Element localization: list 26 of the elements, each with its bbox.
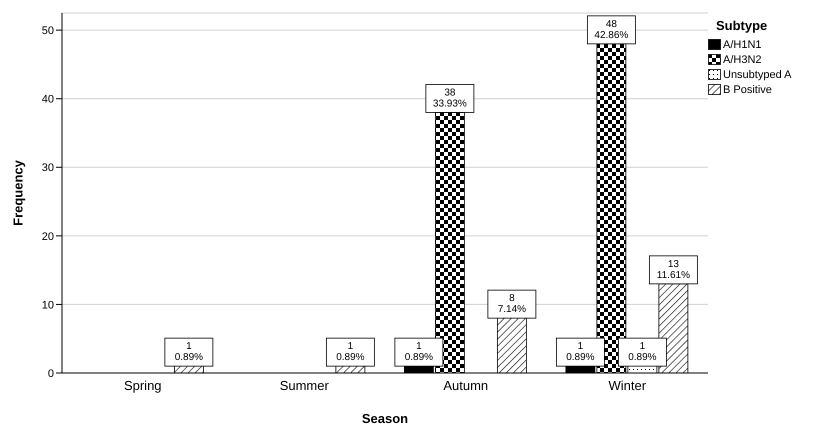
x-axis-title: Season xyxy=(362,411,408,426)
y-tick-label: 30 xyxy=(42,162,54,174)
data-label: 48 42.86% xyxy=(594,18,628,41)
y-tick-label: 0 xyxy=(48,368,54,380)
legend-label: Unsubtyped A xyxy=(723,68,792,80)
data-label: 1 0.89% xyxy=(336,341,365,364)
x-tick-label: Summer xyxy=(280,378,330,394)
x-tick-label: Winter xyxy=(608,378,647,394)
y-tick-label: 50 xyxy=(42,25,54,38)
data-label: 13 11.61% xyxy=(656,258,690,281)
legend-label: A/H3N2 xyxy=(723,54,762,66)
data-label: 1 0.89% xyxy=(404,341,434,364)
y-tick-label: 20 xyxy=(42,230,54,243)
y-axis-title: Frequency xyxy=(10,159,26,226)
data-label: 8 7.14% xyxy=(498,293,526,316)
data-label: 38 33.93% xyxy=(432,87,467,110)
y-tick-label: 10 xyxy=(42,299,54,312)
data-label: 1 0.89% xyxy=(566,341,595,364)
data-label: 1 0.89% xyxy=(628,341,657,364)
x-tick-label: Spring xyxy=(124,378,162,394)
legend-label: B Positive xyxy=(723,84,772,96)
legend-label: A/H1N1 xyxy=(723,38,762,50)
y-tick-label: 40 xyxy=(42,94,54,106)
x-tick-label: Autumn xyxy=(443,378,488,394)
legend-title: Subtype xyxy=(716,18,768,33)
data-label: 1 0.89% xyxy=(174,341,204,364)
